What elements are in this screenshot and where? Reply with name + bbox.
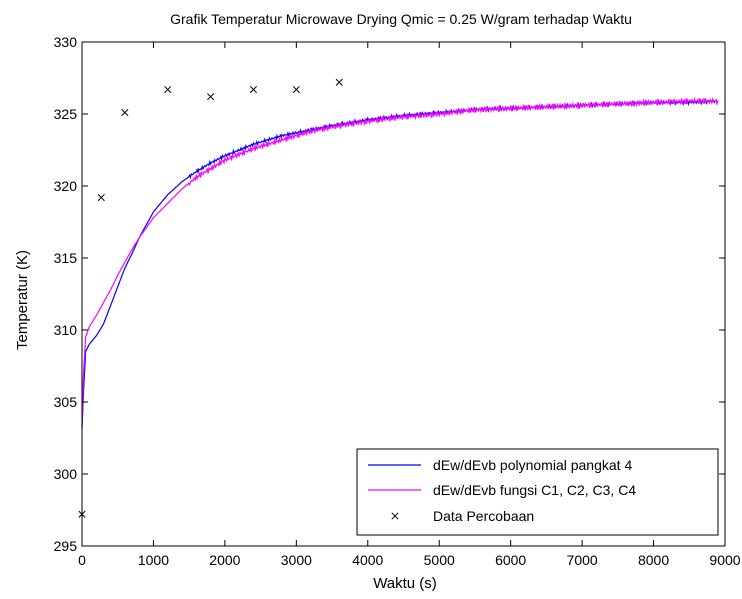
data-point-marker: [121, 109, 129, 117]
y-tick-label: 330: [54, 34, 78, 50]
x-tick-label: 3000: [281, 552, 312, 568]
tick-layer: 0 1000 2000 3000 4000 5000 6000 7000 8000 9000 295…: [54, 34, 741, 568]
y-tick-label: 325: [54, 106, 78, 122]
x-tick-label: 2000: [209, 552, 240, 568]
data-point-marker: [249, 85, 258, 94]
x-tick-label: 4000: [352, 552, 383, 568]
x-tick-label: 9000: [709, 552, 740, 568]
x-axis-title: Waktu (s): [373, 575, 437, 592]
y-tick-label: 295: [54, 538, 78, 554]
legend-label: dEw/dEvb polynomial pangkat 4: [433, 457, 632, 473]
data-point-marker: [97, 193, 105, 202]
x-tick-label: 0: [78, 552, 86, 568]
y-tick-label: 300: [54, 466, 78, 482]
y-tick-label: 320: [54, 178, 78, 194]
x-tick-label: 6000: [495, 552, 526, 568]
data-point-marker: [164, 85, 172, 94]
y-tick-label: 305: [54, 394, 78, 410]
legend-label: Data Percobaan: [433, 508, 534, 524]
series-line-2: [81, 96, 719, 427]
chart-title: Grafik Temperatur Microwave Drying Qmic …: [170, 11, 632, 27]
x-tick-label: 5000: [424, 552, 455, 568]
y-tick-label: 310: [54, 322, 78, 338]
data-point-marker: [335, 78, 343, 86]
legend-swatch: [391, 512, 399, 520]
plot-frame: [81, 41, 726, 547]
x-tick-label: 8000: [638, 552, 669, 568]
legend-label: dEw/dEvb fungsi C1, C2, C3, C4: [433, 482, 636, 498]
x-tick-label: 1000: [138, 552, 169, 568]
series-layer: [78, 78, 719, 518]
legend-box: [356, 448, 719, 536]
x-tick-label: 7000: [567, 552, 598, 568]
y-tick-label: 315: [54, 250, 78, 266]
data-point-marker: [292, 85, 300, 94]
legend: dEw/dEvb polynomial pangkat 4 dEw/dEvb fu…: [356, 448, 719, 536]
data-point-marker: [207, 93, 215, 101]
y-axis-title: Temperatur (K): [14, 250, 31, 350]
